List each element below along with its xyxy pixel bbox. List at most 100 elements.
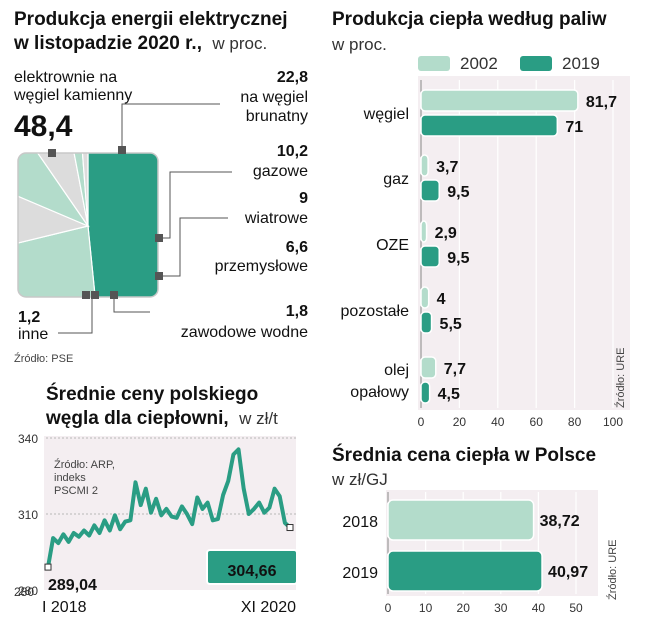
pie-value-hydro: 1,8	[286, 303, 308, 320]
pie-value-industrial: 6,6	[286, 239, 308, 256]
hbf-source: Źródło: URE	[614, 347, 627, 408]
pie-title-unit: w proc.	[211, 34, 267, 53]
hbf-bar-2002-3	[420, 286, 430, 309]
coal-x-start-label: I 2018	[42, 599, 87, 616]
pie-title-line2-bold: w listopadzie 2020 r.,	[13, 33, 202, 54]
hbf-value-2002-3: 4	[437, 291, 446, 308]
pie-title-line2: w listopadzie 2020 r., w proc.	[13, 33, 267, 54]
hbf-category-2-line0: OZE	[376, 237, 409, 254]
coal-source-line-1: indeks	[54, 472, 86, 484]
hbf-tick-40: 40	[491, 415, 505, 429]
coal-source-line-2: PSCMI 2	[54, 485, 98, 497]
coal-x-end-label: XI 2020	[241, 599, 296, 616]
pie-title: Produkcja energii elektrycznej	[14, 9, 288, 30]
pie-label-wind: wiatrowe	[244, 210, 308, 227]
hbf-value-2019-1: 9,5	[447, 184, 469, 201]
coal-source-line-0: Źródło: ARP,	[54, 458, 115, 471]
coal-point-last	[286, 524, 294, 532]
pie-source: Źródło: PSE	[14, 352, 73, 365]
pie-leader-hydro	[113, 298, 150, 313]
hbf-bar-2019-0	[420, 114, 559, 137]
coal-last-value: 304,66	[228, 563, 277, 580]
pie-leader-other	[58, 298, 93, 334]
hbf-category-3-line0: pozostałe	[341, 303, 410, 320]
hbf-bar-2002-0	[420, 89, 579, 112]
hbf-bar-2002-1	[420, 154, 429, 177]
coal-ytick-310: 310	[18, 508, 38, 522]
hp-tick-40: 40	[532, 601, 546, 615]
pie-slice-6	[73, 153, 89, 227]
hp-bar-2018	[387, 499, 535, 541]
hp-value-2019: 40,97	[548, 564, 588, 581]
pie-slice-4	[18, 153, 89, 227]
pie-value-hard-coal: 48,4	[14, 110, 73, 143]
hbf-tick-60: 60	[530, 415, 544, 429]
hbf-category-4-line0: olej	[384, 362, 409, 379]
pie-slice-5	[53, 153, 89, 227]
hbf-category-1-line0: gaz	[383, 171, 409, 188]
heat-by-fuel-unit: w proc.	[331, 35, 387, 54]
hbf-bar-2019-4	[420, 381, 431, 404]
hp-category-2019: 2019	[342, 565, 378, 582]
heat-by-fuel-title: Produkcja ciepła według paliw	[332, 9, 607, 30]
hp-source: Źródło: URE	[606, 539, 619, 600]
hbf-tick-80: 80	[568, 415, 582, 429]
coal-price-title-line2: węgla dla ciepłowni, w zł/t	[45, 408, 278, 429]
hbf-bar-2019-1	[420, 179, 440, 202]
pie-marker-other-a	[82, 291, 90, 299]
pie-slice-1	[18, 225, 107, 297]
pie-label-brown-coal-line1: na węgiel	[240, 89, 308, 106]
hp-tick-20: 20	[457, 601, 471, 615]
pie-marker-wind	[155, 272, 163, 280]
hbf-value-2019-2: 9,5	[447, 250, 469, 267]
hbf-tick-100: 100	[603, 415, 623, 429]
hbf-value-2002-0: 81,7	[586, 94, 617, 111]
coal-ytick-min: 280	[14, 585, 34, 599]
pie-label-hydro: zawodowe wodne	[181, 324, 308, 341]
pie-marker-gas	[155, 234, 163, 242]
hbf-tick-20: 20	[453, 415, 467, 429]
pie-label-brown-coal-line2: brunatny	[246, 108, 308, 125]
pie-label-hard-coal-line2: węgiel kamienny	[13, 87, 132, 104]
hp-tick-30: 30	[494, 601, 508, 615]
pie-leader-brown-coal	[121, 103, 220, 150]
hp-tick-0: 0	[385, 601, 392, 615]
hbf-value-2019-0: 71	[565, 119, 583, 136]
hbf-category-0-line0: węgiel	[363, 106, 409, 123]
heat-by-fuel-chart: 2002 2019 0 20 40 60 80 100 węgiel 81,771 gaz 3,7 9,…	[341, 54, 628, 429]
pie-label-hard-coal-line1: elektrownie na	[14, 69, 117, 86]
hbf-legend-label-2002: 2002	[460, 54, 498, 73]
coal-price-panel: Średnie ceny polskiego węgla dla ciepłow…	[14, 383, 298, 616]
pie-slice-3	[18, 153, 90, 228]
pie-leader-gas	[160, 171, 232, 239]
hbf-legend-swatch-2002	[418, 56, 450, 71]
hp-bar-2019	[387, 550, 543, 592]
coal-price-title: Średnie ceny polskiego	[46, 383, 258, 405]
pie-panel: Produkcja energii elektrycznej w listopa…	[13, 9, 308, 365]
hbf-value-2019-4: 4,5	[438, 386, 460, 403]
coal-point-first	[44, 563, 52, 571]
pie-leader-wind	[160, 217, 228, 277]
heat-price-unit: w zł/GJ	[331, 470, 388, 489]
hbf-category-4-line1: opałowy	[350, 384, 409, 401]
coal-first-value: 289,04	[48, 577, 97, 594]
pie-value-other: 1,2	[18, 309, 40, 326]
hbf-value-2019-3: 5,5	[440, 316, 462, 333]
hbf-bar-2002-4	[420, 356, 437, 379]
pie-marker-brown-coal	[118, 146, 126, 154]
heat-by-fuel-panel: Produkcja ciepła według paliw w proc. 20…	[331, 9, 630, 429]
heat-price-panel: Średnia cena ciepła w Polsce w zł/GJ 0 10…	[331, 444, 619, 615]
heat-price-chart: 0 10 20 30 40 50 2018 38,72 2019 40,97 Źródło: URE	[342, 492, 619, 615]
hbf-legend-swatch-2019	[520, 56, 552, 71]
coal-last-value-badge	[206, 549, 298, 585]
pie-marker-hard-coal	[48, 149, 56, 157]
pie-marker-other-b	[91, 291, 99, 299]
pie-label-gas: gazowe	[253, 163, 308, 180]
pie-slices	[18, 153, 158, 297]
hbf-bar-2002-2	[420, 220, 428, 243]
coal-price-line	[46, 447, 292, 570]
hbf-tick-0: 0	[418, 415, 425, 429]
coal-ytick-280: 280	[18, 584, 38, 598]
